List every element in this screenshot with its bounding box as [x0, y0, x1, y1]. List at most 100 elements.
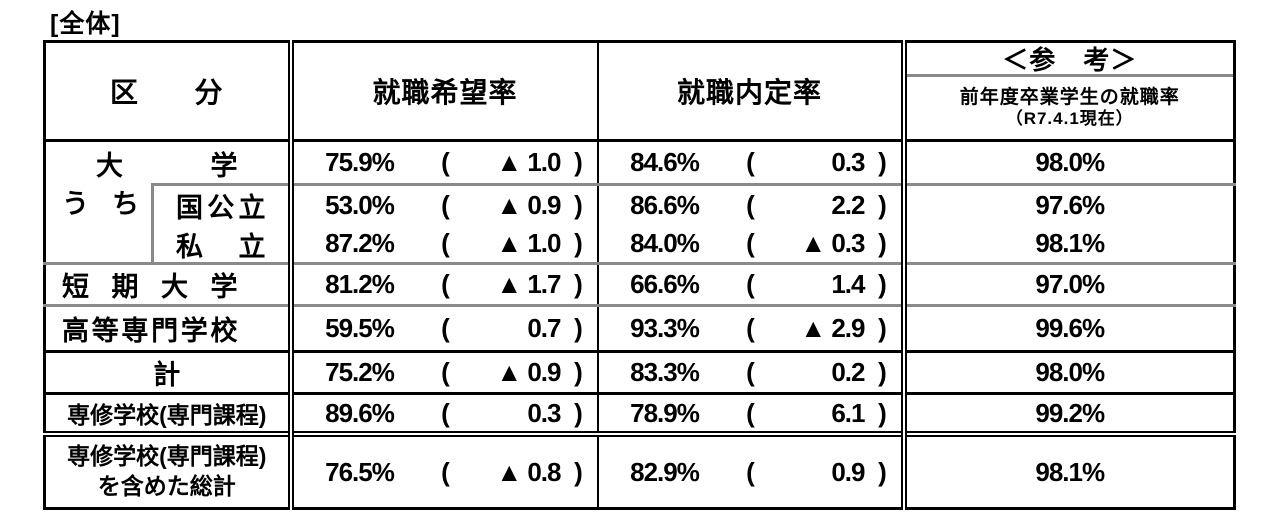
table-row-national-public: 53.0% ( ▲ 0.9) 86.6% (2.2) 97.6% — [45, 183, 1235, 224]
reference-subtitle-line1: 前年度卒業学生の就職率 — [959, 87, 1180, 109]
change-value: ▲ 0.8 — [496, 456, 561, 487]
wish-rate-cell: 59.5% (0.7) — [287, 304, 598, 352]
category-junior-college-label: 短期大学 — [62, 272, 238, 302]
rate-value: 93.3% — [630, 313, 700, 343]
category-technical-college-label: 高等専門学校 — [62, 316, 238, 346]
grand-total-label-line2: を含めた総計 — [97, 473, 236, 499]
change-value: 6.1 — [831, 397, 865, 428]
change-value: ▲ 1.7 — [496, 269, 561, 299]
paren-close: ) — [574, 397, 583, 428]
rate-value: 84.6% — [630, 147, 700, 177]
rate-value: 82.9% — [630, 456, 700, 487]
wish-rate-cell: 53.0% ( ▲ 0.9) — [287, 183, 598, 224]
table-row-private: 87.2% (▲ 1.0) 84.0% (▲ 0.3) 98.1% — [45, 224, 1235, 264]
change-value: ▲ 0.9 — [496, 357, 561, 387]
change-value: ▲ 2.9 — [800, 313, 865, 343]
category-cell-grand-total: 専修学校(専門課程) を含めた総計 — [44, 431, 291, 509]
category-university-label: 大学 — [96, 150, 238, 181]
rate-value: 59.5% — [325, 313, 395, 343]
page-title: [全体] — [50, 10, 121, 38]
rate-value: 78.9% — [630, 397, 700, 428]
paren-open: ( — [441, 269, 450, 299]
paren-open: ( — [441, 357, 450, 387]
reference-subtitle: 前年度卒業学生の就職率 （R7.4.1現在） — [910, 77, 1234, 138]
paren-open: ( — [441, 147, 450, 177]
table-row-university: 大学 うち 国公立 私立 75.9% ( ▲ 1.0) 84.6% (0.3) 98.… — [45, 140, 1235, 264]
rate-value: 84.0% — [630, 227, 700, 258]
paren-open: ( — [746, 397, 755, 428]
paren-close: ) — [878, 147, 887, 177]
change-value: 0.7 — [527, 313, 561, 343]
offer-rate-cell: 66.6% (1.4) — [596, 262, 904, 306]
change-value: 0.3 — [527, 397, 561, 428]
rate-value: 83.3% — [630, 357, 700, 387]
change-value: 0.3 — [831, 147, 865, 177]
paren-close: ) — [574, 313, 583, 343]
reference-rate-cell: 97.6% — [900, 183, 1235, 224]
offer-rate-cell: 93.3% (▲ 2.9) — [596, 304, 904, 352]
reference-rate-cell: 98.1% — [900, 431, 1235, 509]
paren-open: ( — [441, 227, 450, 258]
category-cell-total: 計 — [44, 350, 291, 394]
category-cell-vocational: 専修学校(専門課程) — [67, 402, 267, 428]
header-wish-rate: 就職希望率 — [287, 41, 598, 142]
wish-rate-cell: 76.5% (▲ 0.8) — [287, 431, 598, 509]
paren-open: ( — [441, 189, 450, 220]
uchi-label: うち — [62, 189, 139, 219]
rate-value: 75.9% — [325, 147, 395, 177]
paren-open: ( — [746, 313, 755, 343]
paren-open: ( — [441, 397, 450, 428]
header-offer-rate: 就職内定率 — [596, 41, 904, 142]
change-value: ▲ 1.0 — [496, 227, 561, 258]
paren-close: ) — [574, 357, 583, 387]
paren-close: ) — [878, 357, 887, 387]
reference-title: ＜参 考＞ — [909, 43, 1233, 77]
reference-subtitle-line2: （R7.4.1現在） — [1005, 109, 1134, 129]
rate-value: 76.5% — [325, 456, 395, 487]
change-value: 1.4 — [831, 269, 865, 299]
rate-value: 86.6% — [630, 189, 700, 220]
table-row-total: 計 75.2% (▲ 0.9) 83.3% (0.2) 98.0% — [44, 350, 1235, 394]
grand-total-label-line1: 専修学校(専門課程) — [67, 443, 267, 470]
vocational-school-table: 専修学校(専門課程) 89.6% (0.3) 78.9% (6.1) 99.2% 専… — [43, 392, 1236, 510]
uchi-inset-box: 国公立 私立 — [151, 182, 288, 264]
header-category-label: 区分 — [110, 77, 224, 108]
offer-rate-cell: 83.3% (0.2) — [596, 350, 904, 394]
rate-value: 53.0% — [325, 189, 395, 220]
category-cell-university-group: 大学 うち 国公立 私立 — [45, 141, 291, 264]
reference-rate-cell: 99.6% — [900, 304, 1235, 352]
wish-rate-cell: 87.2% (▲ 1.0) — [287, 224, 598, 264]
uchi-column: うち — [46, 183, 151, 264]
category-private-label: 私立 — [176, 231, 266, 262]
table-row-vocational: 専修学校(専門課程) 89.6% (0.3) 78.9% (6.1) 99.2% — [45, 393, 1235, 434]
category-university: 大学 — [46, 144, 288, 183]
reference-rate-cell: 99.2% — [900, 393, 1235, 434]
paren-close: ) — [878, 456, 887, 487]
change-value: ▲ 0.9 — [496, 189, 561, 220]
category-private: 私立 — [154, 225, 288, 264]
reference-rate-cell: 98.0% — [900, 140, 1235, 185]
uchi-cell: うち — [46, 183, 151, 221]
offer-rate-cell: 86.6% (2.2) — [596, 183, 904, 224]
table-row-grand-total: 専修学校(専門課程) を含めた総計 76.5% (▲ 0.8) 82.9% (0.9… — [44, 431, 1235, 509]
rate-value: 75.2% — [325, 357, 395, 387]
wish-rate-cell: 75.2% ( ▲ 0.9) — [287, 350, 598, 394]
reference-rate-cell: 98.1% — [900, 224, 1235, 264]
category-group-layout: 大学 うち 国公立 私立 — [46, 144, 288, 264]
change-value: 0.9 — [831, 456, 865, 487]
wish-rate-cell: 89.6% (0.3) — [287, 393, 598, 434]
paren-close: ) — [574, 189, 583, 220]
paren-close: ) — [878, 227, 887, 258]
rate-value: 66.6% — [630, 269, 700, 299]
paren-open: ( — [746, 147, 755, 177]
header-row: 区分 就職希望率 就職内定率 ＜参 考＞ 前年度卒業学生の就職率 （R7.4.1… — [44, 41, 1235, 142]
header-reference: ＜参 考＞ 前年度卒業学生の就職率 （R7.4.1現在） — [900, 41, 1235, 142]
rate-value: 87.2% — [325, 227, 395, 258]
reference-rate-cell: 97.0% — [900, 262, 1235, 306]
paren-close: ) — [878, 269, 887, 299]
table-row-technical-college: 高等専門学校 59.5% (0.7) 93.3% ( ▲ 2.9) 99.6% — [44, 304, 1235, 352]
table-row-junior-college: 短期大学 81.2% (▲ 1.7) 66.6% (1.4) 97.0% — [44, 262, 1235, 306]
paren-close: ) — [878, 189, 887, 220]
offer-rate-cell: 82.9% (0.9) — [596, 431, 904, 509]
